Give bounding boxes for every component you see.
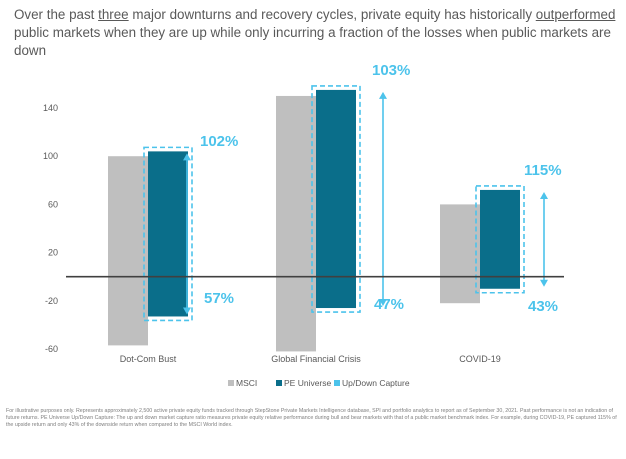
category-label: COVID-19 (459, 354, 501, 364)
y-tick-label: -60 (45, 344, 58, 354)
downside-capture-label: 47% (374, 296, 404, 313)
msci-bar (108, 156, 148, 346)
pe-highlight-box (143, 146, 193, 322)
legend-swatch (276, 380, 282, 386)
capture-chart: -60 -20 20 60 100 140 102% 57% Dot-Com Bust 103% 4… (43, 62, 564, 388)
category-label: Dot-Com Bust (120, 354, 177, 364)
pe-highlight-box (311, 85, 361, 313)
y-tick-label: -20 (45, 296, 58, 306)
msci-bar (276, 95, 316, 352)
legend-label: MSCI (236, 378, 257, 388)
y-tick-label: 20 (48, 248, 58, 258)
capture-arrow-down-head (183, 307, 191, 315)
pe-universe-bar (316, 89, 356, 309)
pe-highlight-box (475, 185, 525, 294)
capture-arrow-up-head (183, 153, 191, 161)
downside-capture-label: 57% (204, 290, 234, 307)
legend-swatch (334, 380, 340, 386)
headline-part-2: major downturns and recovery cycles, pri… (128, 7, 536, 22)
legend-swatch (228, 380, 234, 386)
headline: Over the past three major downturns and … (14, 6, 620, 60)
downside-capture-label: 43% (528, 298, 558, 315)
y-tick-label: 100 (43, 151, 58, 161)
headline-emphasis-outperformed: outperformed (535, 7, 616, 22)
capture-arrow-up-head (540, 191, 548, 199)
pe-universe-bar (148, 151, 188, 317)
upside-capture-label: 102% (200, 133, 238, 150)
y-tick-label: 140 (43, 103, 58, 113)
upside-capture-label: 103% (372, 62, 410, 79)
capture-arrow-down-head (379, 299, 387, 307)
headline-part-1: Over the past (14, 7, 99, 22)
capture-arrow-up-head (379, 91, 387, 99)
capture-arrow-down-head (540, 279, 548, 287)
legend-label: PE Universe (284, 378, 332, 388)
footnote: For illustrative purposes only. Represen… (6, 408, 617, 428)
legend-label: Up/Down Capture (342, 378, 410, 388)
category-label: Global Financial Crisis (271, 354, 361, 364)
pe-universe-bar (480, 189, 520, 289)
headline-part-3: public markets when they are up while on… (14, 25, 611, 58)
headline-emphasis-three: three (98, 7, 129, 22)
msci-bar (440, 204, 480, 304)
y-tick-label: 60 (48, 199, 58, 209)
upside-capture-label: 115% (524, 162, 562, 179)
